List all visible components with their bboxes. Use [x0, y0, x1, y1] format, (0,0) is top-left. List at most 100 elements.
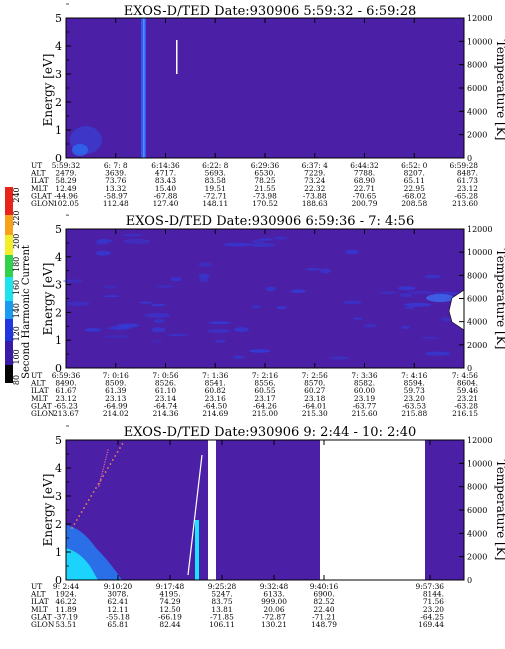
table-cell: -65.28: [454, 191, 478, 200]
colorbar-orange: [5, 215, 13, 235]
y2-tick-label: 0: [467, 364, 472, 373]
panel-3-trace-dot: [104, 471, 107, 473]
table-cell: 6:14:36: [151, 161, 180, 170]
colorbar-tick-label: 100: [12, 349, 21, 364]
table-cell: -63.53: [402, 401, 426, 410]
y-tick-label: 2: [55, 96, 62, 109]
panel-3-trace-dot: [101, 473, 103, 475]
panel-2-bright-patch: [426, 294, 454, 302]
colorbar-blue: [5, 319, 13, 341]
panel-2-streak: [95, 250, 111, 256]
panel-3-trace-dot: [73, 523, 76, 525]
y-tick-label: 2: [55, 306, 62, 319]
table-cell: 8144.: [423, 590, 444, 599]
table-cell: 6:59:36: [52, 371, 81, 380]
table-cell: 7: 4:16: [401, 371, 427, 380]
table-cell: 83.58: [205, 176, 226, 185]
table-cell: 12.50: [159, 605, 180, 614]
panel-2-streak: [380, 291, 397, 295]
panel-1-title: EXOS-D/TED Date:930906 5:59:32 - 6:59:28: [124, 4, 417, 19]
table-cell: -72.87: [262, 612, 286, 621]
panel-3-trace-dot: [107, 449, 109, 451]
table-cell: -64.26: [253, 401, 277, 410]
table-cell: 6:44:32: [350, 161, 379, 170]
y-tick-label: 5: [55, 12, 62, 25]
table-cell: 59.73: [404, 386, 425, 395]
panel-2-streak: [248, 349, 271, 353]
panel-3-trace-dot: [103, 463, 106, 466]
table-cell: 7: 3:36: [351, 371, 377, 380]
table-cell: 9:10:20: [104, 582, 133, 591]
table-cell: 12.11: [107, 605, 128, 614]
panel-2-streak: [424, 274, 442, 279]
panel-2-streak: [404, 306, 415, 310]
table-cell: -64.25: [420, 612, 444, 621]
panel-3-trace-dot: [119, 447, 121, 449]
panel-2-streak: [167, 333, 189, 337]
panel-2-streak: [400, 325, 410, 329]
panel-3-features: [66, 440, 425, 580]
panel-3-trace-dot: [78, 515, 81, 517]
panel-2: EXOS-D/TED Date:930906 6:59:36 - 7: 4:56…: [30, 214, 505, 418]
panel-2-streak: [198, 273, 210, 279]
y2-tick-label: 4000: [467, 318, 487, 327]
panel-2-plot-area: [66, 229, 464, 368]
panel-2-streak: [95, 242, 108, 246]
table-cell: -63.77: [353, 401, 377, 410]
table-cell: 215.00: [252, 409, 278, 418]
panel-2-y2label: Temperature [K]: [494, 249, 505, 350]
panel-1-y2label: Temperature [K]: [494, 40, 505, 141]
table-cell: 9:57:36: [416, 582, 445, 591]
colorbar-yellow: [5, 235, 13, 255]
panel-2-streak: [153, 319, 165, 323]
table-cell: 6:37: 4: [302, 161, 328, 170]
table-cell: 23.19: [354, 394, 375, 403]
y2-tick-label: 0: [467, 576, 472, 585]
table-cell: 23.20: [404, 394, 425, 403]
row-label: GLON: [31, 620, 55, 629]
colorbar-cyan: [5, 277, 13, 301]
table-cell: 59.46: [457, 386, 478, 395]
table-cell: -72.71: [203, 191, 227, 200]
table-cell: -64.50: [203, 401, 227, 410]
y-tick-label: 1: [55, 546, 62, 559]
panel-2-streak: [249, 243, 276, 247]
panel-2-streak: [232, 355, 245, 360]
panel-3-data-gap-2: [320, 440, 425, 580]
colorbar-label: Second Harmonic Current: [21, 245, 32, 379]
table-cell: 7229.: [304, 169, 325, 178]
y2-tick-label: 2000: [467, 131, 487, 140]
y2-tick-label: 12000: [467, 225, 492, 234]
row-label: ALT: [30, 379, 46, 388]
colorbar-tick-label: 240: [12, 187, 21, 202]
panel-2-streak: [223, 242, 252, 247]
panel-3-trace-dot: [87, 499, 90, 501]
panel-1-plot-area: [66, 18, 464, 158]
table-cell: 102.05: [53, 199, 79, 208]
panel-3-trace-dot: [121, 443, 124, 445]
y-tick-label: 0: [55, 362, 62, 375]
panel-3-data-gap-1: [208, 440, 216, 580]
table-cell: 6900.: [313, 590, 334, 599]
y-tick-label: 4: [55, 40, 62, 53]
panel-3-trace-dot: [99, 480, 101, 482]
panel-3-trace-dot: [71, 527, 73, 529]
table-cell: -67.88: [154, 191, 178, 200]
table-cell: 83.75: [211, 597, 232, 606]
table-cell: -70.65: [353, 191, 377, 200]
y-tick-label: 2: [55, 518, 62, 531]
table-cell: 3639.: [105, 169, 126, 178]
y-tick-label: 4: [55, 251, 62, 264]
panel-2-features: [62, 233, 460, 360]
colorbar-tick-label: 80: [12, 375, 21, 385]
table-cell: 215.60: [352, 409, 378, 418]
y-tick-label: 1: [55, 124, 62, 137]
panel-2-streak: [399, 293, 413, 298]
row-label: ALT: [30, 169, 46, 178]
table-cell: 1924.: [55, 590, 76, 599]
table-cell: 23.13: [105, 394, 126, 403]
table-cell: -55.18: [106, 612, 130, 621]
panel-2-streak: [214, 339, 227, 343]
colorbar-tick-label: 120: [12, 326, 21, 341]
